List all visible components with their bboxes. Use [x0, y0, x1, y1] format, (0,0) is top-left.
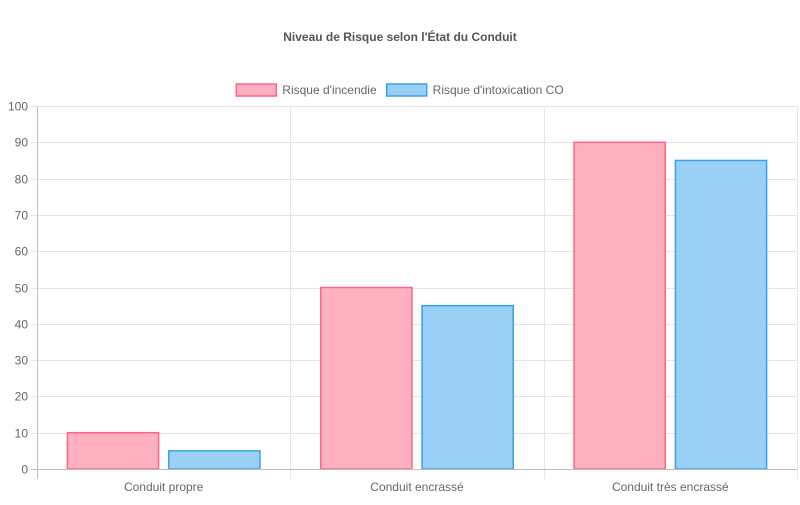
x-tick-label: Conduit très encrassé	[612, 480, 729, 494]
y-tick-label: 80	[15, 173, 29, 187]
y-tick-label: 0	[21, 463, 28, 477]
y-tick-label: 40	[15, 318, 29, 332]
y-tick-label: 20	[15, 390, 29, 404]
y-tick-label: 60	[15, 245, 29, 259]
y-tick-label: 70	[15, 209, 29, 223]
y-tick-label: 50	[15, 282, 29, 296]
chart-title: Niveau de Risque selon l'État du Conduit	[283, 29, 517, 44]
bars-layer	[66, 141, 768, 470]
axis-layer: 0 10 20 30 40 50 60 70 80 90 100 Conduit propre Cond…	[8, 100, 797, 494]
y-tick-label: 30	[15, 354, 29, 368]
y-tick-label: 90	[15, 136, 29, 150]
legend[interactable]: Risque d'incendie Risque d'intoxication C…	[235, 83, 564, 97]
bar[interactable]	[319, 286, 413, 470]
legend-swatch[interactable]	[235, 83, 278, 97]
bar[interactable]	[167, 450, 261, 470]
y-tick-label: 10	[15, 427, 29, 441]
y-tick-label: 100	[8, 100, 28, 114]
legend-label[interactable]: Risque d'incendie	[282, 83, 377, 97]
x-tick-label: Conduit encrassé	[370, 480, 464, 494]
legend-swatch[interactable]	[385, 83, 428, 97]
legend-label[interactable]: Risque d'intoxication CO	[433, 83, 564, 97]
bar[interactable]	[674, 159, 768, 470]
bar[interactable]	[421, 304, 515, 470]
bar[interactable]	[66, 431, 160, 470]
x-tick-label: Conduit propre	[124, 480, 204, 494]
bar[interactable]	[573, 141, 667, 470]
